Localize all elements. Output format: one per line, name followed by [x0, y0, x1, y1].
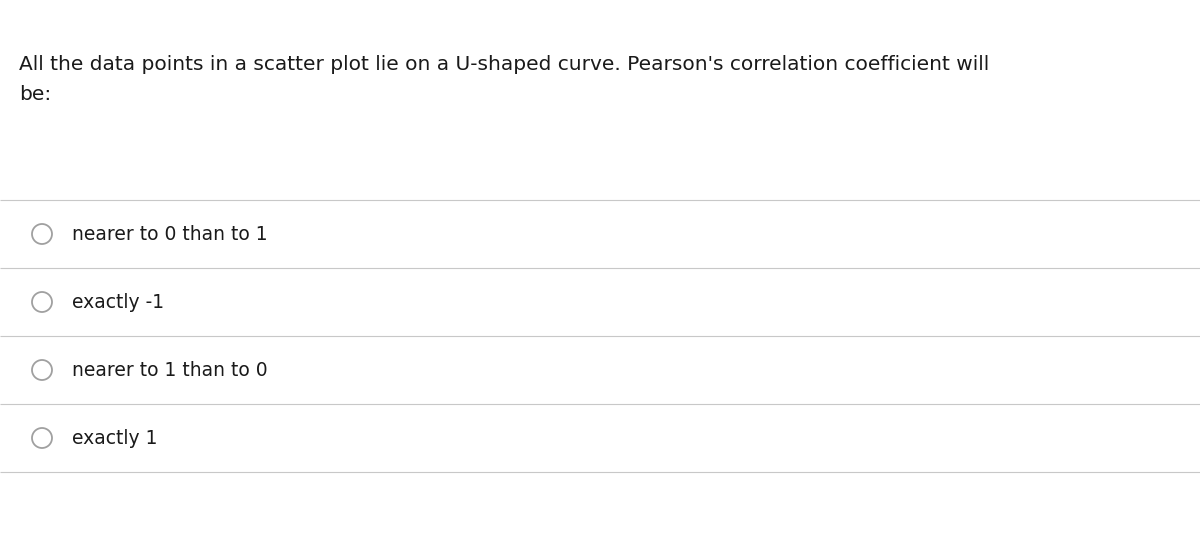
- Text: nearer to 0 than to 1: nearer to 0 than to 1: [72, 224, 268, 244]
- Text: exactly 1: exactly 1: [72, 429, 157, 448]
- Text: All the data points in a scatter plot lie on a U-shaped curve. Pearson's correla: All the data points in a scatter plot li…: [19, 55, 990, 74]
- Text: be:: be:: [19, 85, 52, 104]
- Text: exactly -1: exactly -1: [72, 293, 164, 312]
- Text: nearer to 1 than to 0: nearer to 1 than to 0: [72, 360, 268, 379]
